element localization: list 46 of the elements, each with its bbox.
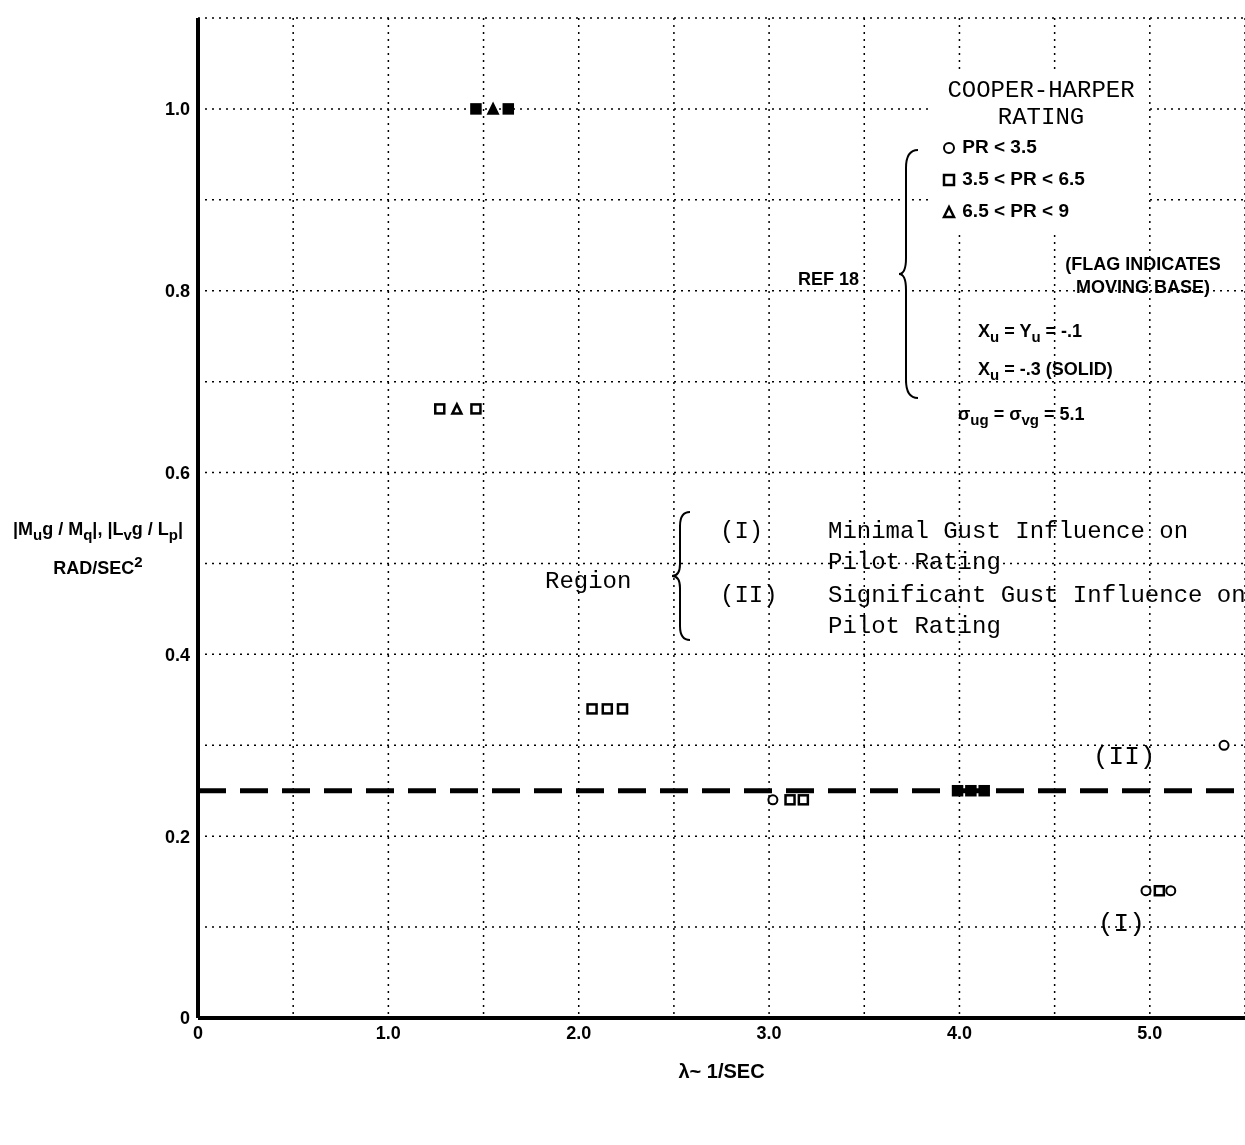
point bbox=[797, 794, 810, 806]
x-tick-label: 1.0 bbox=[375, 1022, 401, 1043]
y-tick-label: 0.4 bbox=[164, 644, 190, 665]
x-tick-label: 5.0 bbox=[1137, 1022, 1163, 1043]
point bbox=[978, 784, 990, 797]
point bbox=[1218, 739, 1230, 751]
point bbox=[434, 403, 446, 415]
point bbox=[586, 703, 598, 715]
point bbox=[951, 784, 964, 797]
annotation: Minimal Gust Influence on Pilot Rating bbox=[828, 517, 1190, 579]
annotation: X$_{u}$ = -.3 (SOLID) bbox=[978, 358, 1113, 385]
y-tick-label: 0 bbox=[179, 1008, 190, 1029]
point bbox=[767, 794, 779, 806]
y-tick-label: 0.8 bbox=[164, 281, 190, 302]
x-tick-label: 3.0 bbox=[756, 1022, 782, 1043]
legend-label: PR < 3.5 bbox=[962, 136, 1037, 157]
annotation: σ$_{ug}$ = σ$_{vg}$ = 5.1 bbox=[958, 403, 1085, 430]
point bbox=[502, 103, 515, 115]
annotation: (FLAG INDICATES MOVING BASE) bbox=[1064, 253, 1222, 300]
annotation: (I) bbox=[720, 517, 764, 547]
y-tick-label: 0.6 bbox=[164, 462, 190, 483]
annotation: (II) bbox=[720, 581, 778, 611]
point bbox=[1165, 885, 1177, 897]
x-tick-label: 2.0 bbox=[566, 1022, 592, 1043]
point bbox=[1140, 885, 1152, 897]
legend-label: 3.5 < PR < 6.5 bbox=[962, 168, 1085, 189]
point bbox=[616, 703, 629, 715]
point bbox=[470, 403, 482, 415]
annotation: Region bbox=[545, 567, 632, 597]
legend-title: COOPER-HARPER RATING bbox=[946, 77, 1136, 131]
point bbox=[1153, 884, 1166, 897]
y-tick-label: 1.0 bbox=[164, 99, 190, 120]
point bbox=[601, 703, 614, 715]
annotation: (II) bbox=[1093, 741, 1156, 774]
point bbox=[784, 794, 796, 806]
annotation: REF 18 bbox=[798, 268, 860, 291]
legend-label: 6.5 < PR < 9 bbox=[962, 200, 1069, 221]
x-tick-label: 4.0 bbox=[946, 1022, 972, 1043]
annotation: Significant Gust Influence on Pilot Rating bbox=[828, 581, 1245, 643]
point bbox=[965, 784, 977, 797]
x-tick-label: 0 bbox=[192, 1022, 204, 1043]
annotation: (I) bbox=[1098, 908, 1145, 941]
point bbox=[470, 103, 482, 115]
y-tick-label: 0.2 bbox=[164, 826, 190, 847]
text: |M$_{u}$g / M$_{q}$|, |L$_{v}$g / L$_{p}$| RAD/SEC$^{2}$ bbox=[12, 519, 183, 578]
x-axis-title: λ~ 1/SEC bbox=[678, 1060, 765, 1082]
